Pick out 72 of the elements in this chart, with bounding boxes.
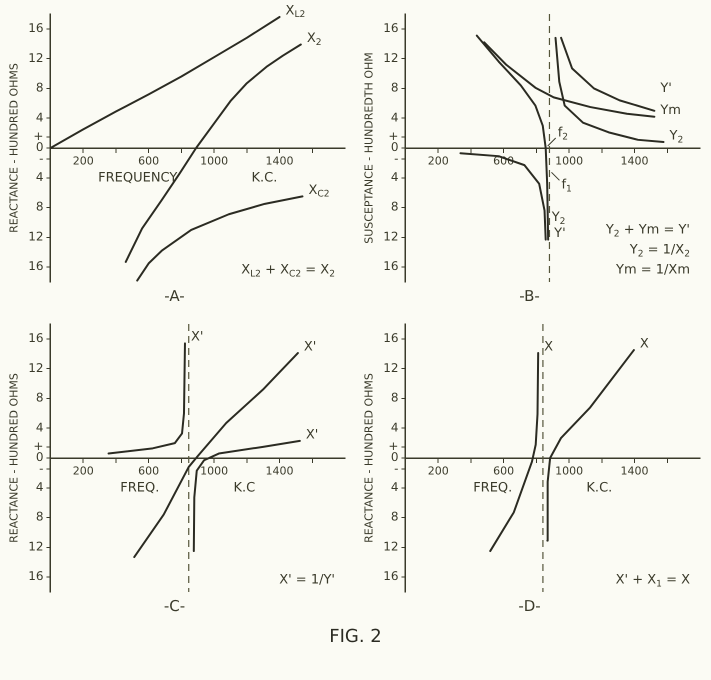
y-tick-label: 8 [36,510,44,524]
y-tick-label: 16 [28,569,44,584]
x-tick-label: 200 [428,464,449,478]
text: -C- [164,596,186,615]
y-tick-label: 4 [36,480,44,494]
y-tick-label: 4 [390,480,398,494]
y-tick-label: 16 [383,331,398,346]
y-tick-label: 16 [383,259,398,274]
y-tick-label: 8 [390,510,398,524]
x-tick-label: 1400 [620,154,649,168]
y-tick-label: 8 [390,200,398,214]
y-tick-label: 12 [383,50,398,65]
text: -B- [519,286,540,305]
annotation: X' = 1/Y' [279,572,336,588]
y-tick-label: + [33,438,44,453]
y-axis-title: REACTANCE - HUNDRED OHMS [7,373,20,543]
y-tick-label: 16 [383,569,398,584]
y-tick-label: 16 [383,21,398,36]
x-tick-label: 1400 [620,464,649,478]
x-tick-label: 600 [138,154,160,168]
series-label: X [544,339,554,354]
text: -A- [164,286,185,305]
y-axis-title: REACTANCE - HUNDRED OHMS [7,63,20,233]
y-tick-label: 8 [390,80,398,95]
y-tick-label: + [388,128,398,143]
series-label: X' [306,427,318,442]
y-tick-label: 8 [36,80,44,95]
y-tick-label: 4 [36,420,44,434]
y-tick-label: + [33,128,44,143]
y-tick-label: 16 [28,331,44,346]
y-axis-title: SUSCEPTANCE - HUNDREDTH OHM [362,52,376,244]
y-tick-label: + [388,438,398,453]
annotation: Ym = 1/Xm [615,262,690,278]
x-tick-label: 200 [72,464,94,478]
x-tick-label: 1400 [266,154,294,168]
series-label: Y' [553,226,566,241]
y-tick-label: 12 [28,539,44,554]
y-tick-label: 8 [36,200,44,214]
x-tick-label: 600 [138,464,160,478]
y-tick-label: 12 [383,229,398,244]
x-tick-label: 1000 [200,464,228,478]
y-tick-label: 4 [36,170,44,184]
y-tick-label: 12 [383,360,398,375]
y-tick-label: 12 [28,229,44,244]
series-label: Y' [659,81,672,96]
y-tick-label: 12 [383,539,398,554]
x-tick-label: 200 [428,154,449,168]
y-tick-label: 16 [28,21,44,36]
text: -D- [518,596,541,615]
text: FIG. 2 [328,626,383,647]
series-label: X [640,336,649,352]
x-tick-label: 1400 [266,464,294,478]
y-tick-label: 4 [390,170,398,184]
x-tick-label: 1000 [555,464,584,478]
x-tick-label: 1000 [555,154,584,168]
y-tick-label: 4 [390,420,398,434]
y-tick-label: 8 [36,390,44,405]
y-tick-label: 12 [28,50,44,65]
series-label: Ym [659,103,681,118]
y-tick-label: 12 [28,360,44,375]
x-tick-label: 600 [493,464,514,478]
y-tick-label: 4 [390,110,398,124]
series-label: X' [304,339,316,354]
y-tick-label: 8 [390,390,398,405]
x-tick-label: 1000 [200,154,228,168]
x-axis-title: FREQ. K.C [120,480,256,496]
series-label: X' [190,330,204,345]
x-axis-title: FREQ. K.C. [473,480,612,496]
y-axis-title: REACTANCE - HUNDRED OHMS [362,373,376,543]
x-tick-label: 200 [72,154,94,168]
y-tick-label: 16 [28,259,44,274]
y-tick-label: 4 [36,110,44,124]
